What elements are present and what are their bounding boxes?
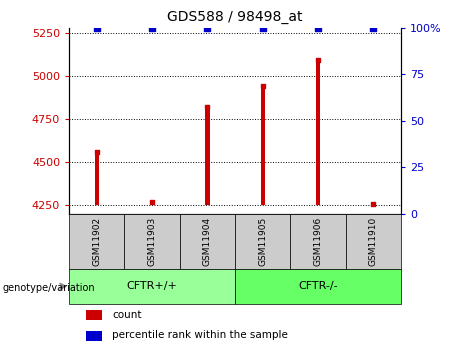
- Point: [314, 25, 322, 30]
- Text: genotype/variation: genotype/variation: [2, 283, 95, 293]
- Text: CFTR+/+: CFTR+/+: [127, 282, 177, 291]
- Point: [204, 104, 211, 110]
- Point: [370, 201, 377, 206]
- Bar: [346, 214, 401, 269]
- Text: CFTR-/-: CFTR-/-: [298, 282, 338, 291]
- Point: [259, 83, 266, 89]
- Point: [204, 25, 211, 30]
- Bar: [86, 331, 102, 341]
- Title: GDS588 / 98498_at: GDS588 / 98498_at: [167, 10, 303, 24]
- Point: [148, 199, 156, 205]
- Text: GSM11906: GSM11906: [313, 217, 323, 266]
- Bar: [180, 214, 235, 269]
- Bar: [316, 60, 320, 205]
- Text: GSM11910: GSM11910: [369, 217, 378, 266]
- Text: GSM11902: GSM11902: [92, 217, 101, 266]
- Text: GSM11905: GSM11905: [258, 217, 267, 266]
- Bar: [205, 107, 210, 205]
- Point: [314, 58, 322, 63]
- Text: percentile rank within the sample: percentile rank within the sample: [112, 331, 288, 341]
- Bar: [150, 202, 154, 205]
- Bar: [69, 214, 124, 269]
- Point: [370, 25, 377, 30]
- Bar: [95, 152, 99, 205]
- Text: count: count: [112, 310, 142, 320]
- Bar: [290, 214, 346, 269]
- Text: GSM11903: GSM11903: [148, 217, 157, 266]
- Point: [148, 25, 156, 30]
- Bar: [235, 214, 290, 269]
- Bar: [124, 214, 180, 269]
- Bar: [371, 204, 376, 205]
- Bar: [235, 269, 401, 304]
- Point: [259, 25, 266, 30]
- Point: [93, 149, 100, 155]
- Bar: [260, 86, 265, 205]
- Bar: [69, 269, 235, 304]
- Bar: [86, 310, 102, 320]
- Point: [93, 25, 100, 30]
- Text: GSM11904: GSM11904: [203, 217, 212, 266]
